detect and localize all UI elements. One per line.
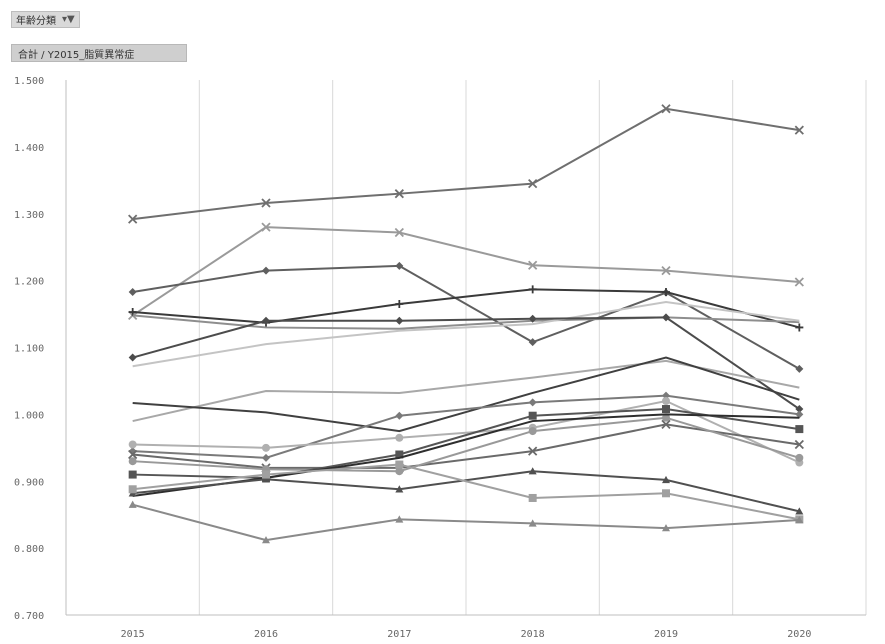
series-line <box>132 301 800 368</box>
data-point <box>395 485 404 493</box>
data-point <box>662 313 670 322</box>
data-point <box>528 260 538 270</box>
filter-icon: ▾▼ <box>62 14 75 25</box>
data-point <box>794 125 804 135</box>
data-point <box>528 411 537 420</box>
data-point <box>128 485 137 494</box>
data-point <box>795 453 804 462</box>
data-point <box>262 266 270 275</box>
y-tick-label: 0.700 <box>14 611 44 622</box>
data-point <box>395 515 404 523</box>
data-point <box>395 261 404 270</box>
data-point <box>528 314 537 323</box>
data-point <box>128 353 137 362</box>
data-point <box>795 405 804 414</box>
y-tick-label: 1.200 <box>14 277 44 288</box>
data-point <box>395 300 404 309</box>
x-tick-label: 2017 <box>387 629 411 640</box>
data-point <box>262 316 270 325</box>
data-point <box>128 470 137 479</box>
data-point <box>395 450 404 459</box>
data-point <box>794 439 804 450</box>
data-point <box>395 433 404 442</box>
data-point <box>662 405 670 414</box>
series-line <box>132 314 800 330</box>
data-point <box>528 427 537 436</box>
value-field-button[interactable]: 合計 / Y2015_脂質異常症 <box>11 44 187 62</box>
series-line <box>132 356 800 433</box>
data-point <box>795 364 804 373</box>
data-point <box>395 460 404 469</box>
y-tick-label: 1.000 <box>14 410 44 421</box>
series-line <box>132 226 800 317</box>
data-point <box>395 411 404 420</box>
series-line <box>132 503 800 542</box>
y-tick-label: 1.500 <box>14 76 44 87</box>
data-point <box>662 489 670 498</box>
y-tick-label: 1.300 <box>14 210 44 221</box>
data-point <box>128 440 137 449</box>
x-tick-label: 2018 <box>521 629 545 640</box>
data-point <box>262 470 270 479</box>
data-point <box>662 413 670 422</box>
data-point <box>528 467 537 475</box>
y-tick-label: 0.900 <box>14 477 44 488</box>
series-line <box>132 288 800 329</box>
data-point <box>262 536 270 544</box>
data-point <box>795 507 804 515</box>
data-point <box>128 457 137 466</box>
data-point <box>395 467 404 476</box>
data-point <box>528 179 538 189</box>
data-point <box>794 277 804 287</box>
data-point <box>262 453 270 462</box>
series-line <box>132 423 800 469</box>
data-point <box>528 519 537 527</box>
series-line <box>132 463 800 521</box>
data-point <box>795 410 804 419</box>
data-point <box>662 397 670 405</box>
data-point <box>662 287 670 296</box>
data-point <box>128 308 137 317</box>
series-line <box>132 399 800 464</box>
data-point <box>662 524 670 532</box>
data-point <box>261 198 271 208</box>
data-point <box>795 516 804 524</box>
series-line <box>132 107 800 221</box>
data-point <box>661 265 671 276</box>
data-point <box>128 287 137 296</box>
x-tick-label: 2016 <box>254 629 278 640</box>
series-line <box>132 316 800 410</box>
data-point <box>661 419 671 430</box>
data-point <box>394 227 404 238</box>
data-point <box>528 285 537 294</box>
data-point <box>128 214 138 224</box>
data-point <box>395 316 404 325</box>
data-point <box>795 425 804 434</box>
data-point <box>662 475 670 484</box>
data-point <box>795 323 804 332</box>
data-point <box>261 222 271 232</box>
filter-button[interactable]: 年齢分類 ▾▼ <box>11 11 80 28</box>
filter-button-label: 年齢分類 <box>16 16 56 27</box>
y-tick-label: 0.800 <box>14 544 44 555</box>
data-point <box>661 104 671 114</box>
data-point <box>394 189 404 199</box>
data-point <box>128 449 138 460</box>
data-point <box>262 443 270 452</box>
data-point <box>528 493 537 502</box>
series-line <box>132 394 800 459</box>
data-point <box>528 446 538 456</box>
y-tick-label: 1.400 <box>14 143 44 154</box>
x-tick-label: 2015 <box>121 629 145 640</box>
y-tick-label: 1.100 <box>14 344 44 355</box>
data-point <box>528 338 537 347</box>
value-field-label: 合計 / Y2015_脂質異常症 <box>18 49 135 61</box>
x-tick-label: 2019 <box>654 629 678 640</box>
data-point <box>128 500 137 508</box>
x-tick-label: 2020 <box>787 629 811 640</box>
data-point <box>262 475 270 483</box>
series-line <box>132 416 800 473</box>
data-point <box>528 398 537 407</box>
